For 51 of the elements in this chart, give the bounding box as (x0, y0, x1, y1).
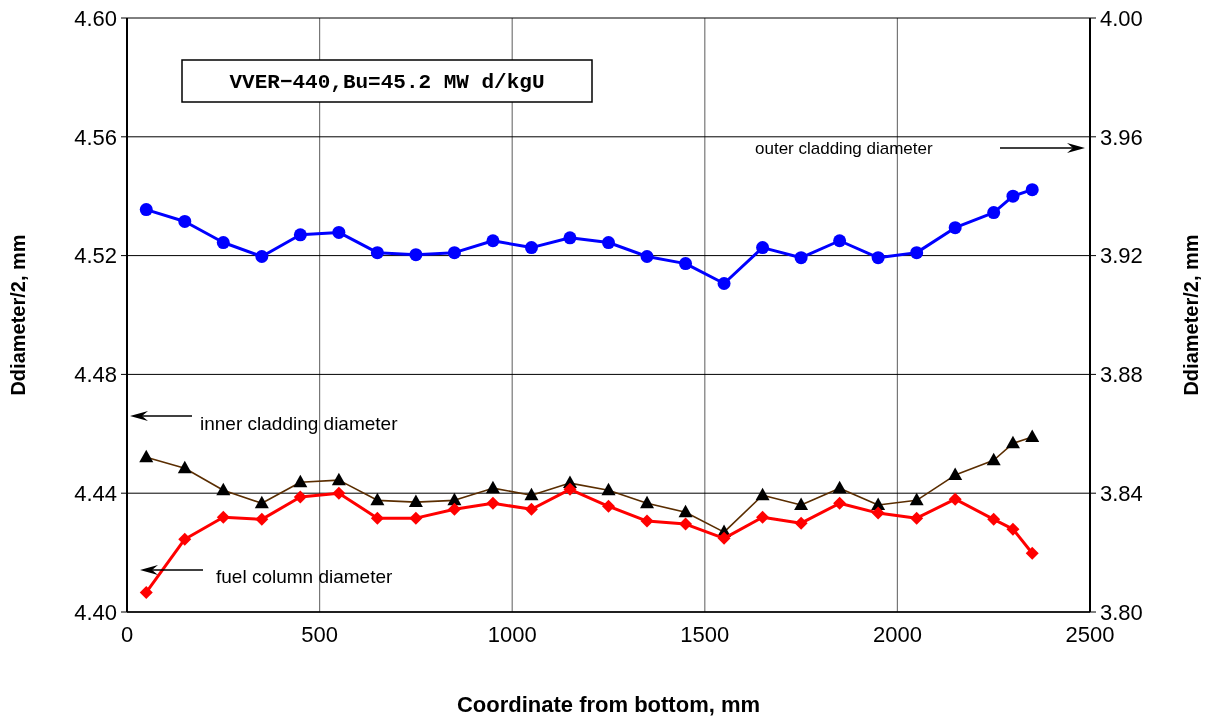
annotation: inner cladding diameter (200, 412, 399, 434)
point (332, 225, 346, 239)
y2-tick-label: 4.00 (1100, 5, 1143, 31)
y-tick-label: 4.60 (74, 5, 117, 31)
y-tick-label: 4.56 (74, 124, 117, 150)
x-tick-label: 500 (301, 622, 338, 647)
text-box: VVER−440,Bu=45.2 MW d/kgU (181, 59, 593, 103)
y-tick-label: 4.40 (74, 599, 117, 625)
point (255, 249, 269, 263)
x-axis-title: Coordinate from bottom, mm (456, 692, 761, 717)
x-tick-label: 1000 (487, 622, 537, 647)
point (987, 206, 1001, 220)
point (409, 248, 423, 262)
y-tick-label: 4.52 (74, 243, 117, 269)
y2-tick-label: 3.92 (1100, 243, 1143, 269)
point (948, 221, 962, 235)
y2-tick-label: 3.84 (1100, 480, 1143, 506)
point (216, 236, 230, 250)
point (756, 241, 770, 255)
point (679, 257, 693, 271)
point (486, 234, 500, 248)
y2-tick-label: 3.88 (1100, 362, 1143, 388)
x-tick-label: 2000 (872, 622, 922, 647)
y2-tick-label: 3.80 (1100, 599, 1143, 625)
point (871, 251, 885, 265)
y2-axis-title: Ddiameter/2, mm (1180, 234, 1202, 396)
point (640, 249, 654, 263)
point (794, 251, 808, 265)
point (178, 214, 192, 228)
x-tick-label: 0 (120, 622, 134, 647)
point (1006, 189, 1020, 203)
point (139, 203, 153, 217)
point (833, 234, 847, 248)
point (447, 246, 461, 260)
x-tick-label: 2500 (1065, 622, 1115, 647)
point (717, 277, 731, 291)
annotation: fuel column diameter (216, 565, 394, 587)
point (910, 246, 924, 260)
annotation: outer cladding diameter (755, 138, 933, 158)
y-tick-label: 4.48 (74, 362, 117, 388)
y2-tick-label: 3.96 (1100, 124, 1143, 150)
x-tick-label: 1500 (680, 622, 730, 647)
point (524, 241, 538, 255)
point (370, 246, 384, 260)
point (1025, 183, 1039, 197)
y-tick-label: 4.44 (74, 480, 117, 506)
y-axis-title: Ddiameter/2, mm (7, 234, 29, 396)
point (602, 236, 615, 250)
point (563, 231, 577, 245)
annotation: VVER−440,Bu=45.2 MW d/kgU (229, 71, 545, 95)
point (293, 228, 307, 242)
